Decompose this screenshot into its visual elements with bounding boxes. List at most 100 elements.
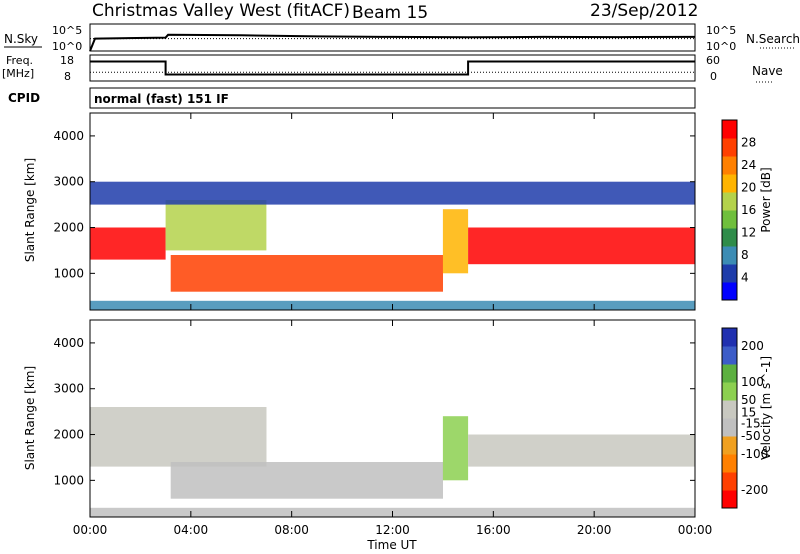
power-regions-region-5 bbox=[90, 181, 695, 205]
nsky-label: N.Sky bbox=[4, 32, 38, 46]
colorbar-cell bbox=[722, 174, 737, 193]
colorbar-cell bbox=[722, 436, 737, 455]
colorbar-cell bbox=[722, 264, 737, 283]
cpid-label: CPID bbox=[8, 91, 40, 105]
colorbar-tick-label: -50 bbox=[741, 429, 761, 443]
colorbar-cell bbox=[722, 228, 737, 247]
colorbar-cell bbox=[722, 454, 737, 473]
freq-label-line1: Freq. bbox=[6, 54, 33, 67]
y-tick-label: 4000 bbox=[53, 336, 84, 350]
frequency-panel: Freq. [MHz] 18 8 60 0 Nave bbox=[2, 54, 783, 83]
noise-series-group bbox=[89, 33, 696, 52]
nave-tick-bottom: 0 bbox=[710, 70, 717, 83]
colorbar-tick-label: -200 bbox=[741, 483, 768, 497]
colorbar-tick-label: 24 bbox=[741, 158, 756, 172]
velocity-panel: 1000 2000 3000 4000 Slant Range [km] 200 100… bbox=[23, 319, 773, 518]
colorbar-tick-label: 16 bbox=[741, 203, 756, 217]
power-y-axis: 1000 2000 3000 4000 bbox=[53, 129, 695, 280]
freq-label-line2: [MHz] bbox=[2, 67, 34, 80]
colorbar-cell bbox=[722, 282, 737, 301]
colorbar-cell bbox=[722, 418, 737, 437]
x-tick-label: 00:00 bbox=[678, 523, 713, 537]
beam-label: Beam 15 bbox=[352, 3, 428, 23]
colorbar-cell bbox=[722, 156, 737, 175]
noise-tick-bottom-right: 10^0 bbox=[706, 40, 736, 53]
colorbar-cell bbox=[722, 246, 737, 265]
cpid-value: normal (fast) 151 IF bbox=[94, 92, 229, 106]
y-tick-label: 3000 bbox=[53, 382, 84, 396]
y-tick-label: 3000 bbox=[53, 175, 84, 189]
colorbar-frame bbox=[721, 327, 738, 509]
colorbar-tick-label: 100 bbox=[741, 375, 764, 389]
x-tick-label: 12:00 bbox=[375, 523, 410, 537]
velocity-y-axis: 1000 2000 3000 4000 bbox=[53, 336, 695, 487]
x-tick-label: 08:00 bbox=[274, 523, 309, 537]
colorbar-frame bbox=[721, 119, 738, 301]
x-tick-label: 00:00 bbox=[73, 523, 108, 537]
colorbar-tick-label: 4 bbox=[741, 271, 749, 285]
colorbar-cell bbox=[722, 400, 737, 419]
noise-tick-top-right: 10^5 bbox=[706, 24, 736, 37]
nave-label: Nave bbox=[752, 64, 783, 78]
y-tick-label: 2000 bbox=[53, 428, 84, 442]
power-regions-region-4 bbox=[468, 227, 695, 265]
colorbar-tick-label: 8 bbox=[741, 248, 749, 262]
velocity-regions-region-3 bbox=[468, 434, 695, 467]
x-tick-label: 16:00 bbox=[476, 523, 511, 537]
y-tick-label: 4000 bbox=[53, 129, 84, 143]
y-tick-label: 1000 bbox=[53, 473, 84, 487]
power-panel: 1000 2000 3000 4000 Slant Range [km] 4 8 12 16… bbox=[23, 112, 773, 311]
colorbar-cell bbox=[722, 120, 737, 139]
colorbar-cell bbox=[722, 382, 737, 401]
colorbar-tick-label: -100 bbox=[741, 447, 768, 461]
cpid-panel-frame bbox=[89, 87, 696, 109]
station-title: Christmas Valley West (fitACF) bbox=[92, 1, 350, 21]
colorbar-tick-label: 12 bbox=[741, 226, 756, 240]
nave-tick-top: 60 bbox=[706, 54, 720, 67]
colorbar-cell bbox=[722, 346, 737, 365]
colorbar-tick-label: 28 bbox=[741, 136, 756, 150]
time-axis: 00:00 04:00 08:00 12:00 16:00 20:00 00:00 bbox=[73, 113, 713, 537]
colorbar-tick-label: 15 bbox=[741, 406, 756, 420]
noise-tick-bottom: 10^0 bbox=[52, 40, 82, 53]
colorbar-cell bbox=[722, 138, 737, 157]
velocity-regions-region-1 bbox=[170, 462, 443, 499]
colorbar-cell bbox=[722, 192, 737, 211]
freq-series-group bbox=[90, 60, 695, 76]
power-colorbar-label: Power [dB] bbox=[759, 167, 773, 232]
velocity-y-axis-label: Slant Range [km] bbox=[23, 366, 37, 470]
colorbar-cell bbox=[722, 328, 737, 347]
velocity-colorbar-label: Velocity [m s^-1] bbox=[759, 356, 773, 460]
x-tick-label: 04:00 bbox=[174, 523, 209, 537]
colorbar-cell bbox=[722, 490, 737, 509]
y-tick-label: 1000 bbox=[53, 266, 84, 280]
x-axis-label: Time UT bbox=[366, 538, 417, 552]
power-regions-region-1 bbox=[165, 200, 267, 251]
colorbar-cell bbox=[722, 364, 737, 383]
velocity-regions-region-0 bbox=[90, 407, 267, 467]
frequency-panel-frame bbox=[89, 54, 696, 82]
power-regions-region-2 bbox=[170, 255, 443, 292]
freq-tick-top: 18 bbox=[60, 54, 74, 67]
freq-tick-bottom: 8 bbox=[64, 70, 71, 83]
colorbar-tick-label: 20 bbox=[741, 181, 756, 195]
colorbar-tick-label: 200 bbox=[741, 339, 764, 353]
power-colorbar: 4 8 12 16 20 24 28 bbox=[721, 119, 756, 301]
power-regions-region-0 bbox=[90, 227, 166, 260]
freq-line bbox=[90, 60, 695, 76]
nsearch-label: N.Search bbox=[746, 32, 800, 46]
noise-panel: N.Sky 10^5 10^0 10^5 10^0 N.Search bbox=[4, 23, 800, 53]
colorbar-tick-label: 50 bbox=[741, 393, 756, 407]
colorbar-cell bbox=[722, 472, 737, 491]
colorbar-tick-label: -15 bbox=[741, 416, 761, 430]
power-y-axis-label: Slant Range [km] bbox=[23, 158, 37, 262]
x-tick-label: 20:00 bbox=[577, 523, 612, 537]
y-tick-label: 2000 bbox=[53, 221, 84, 235]
velocity-regions-region-2 bbox=[442, 416, 469, 481]
power-regions-region-3 bbox=[442, 209, 469, 274]
date-label: 23/Sep/2012 bbox=[590, 1, 698, 21]
noise-line-nsky bbox=[89, 33, 696, 52]
noise-tick-top: 10^5 bbox=[52, 24, 82, 37]
